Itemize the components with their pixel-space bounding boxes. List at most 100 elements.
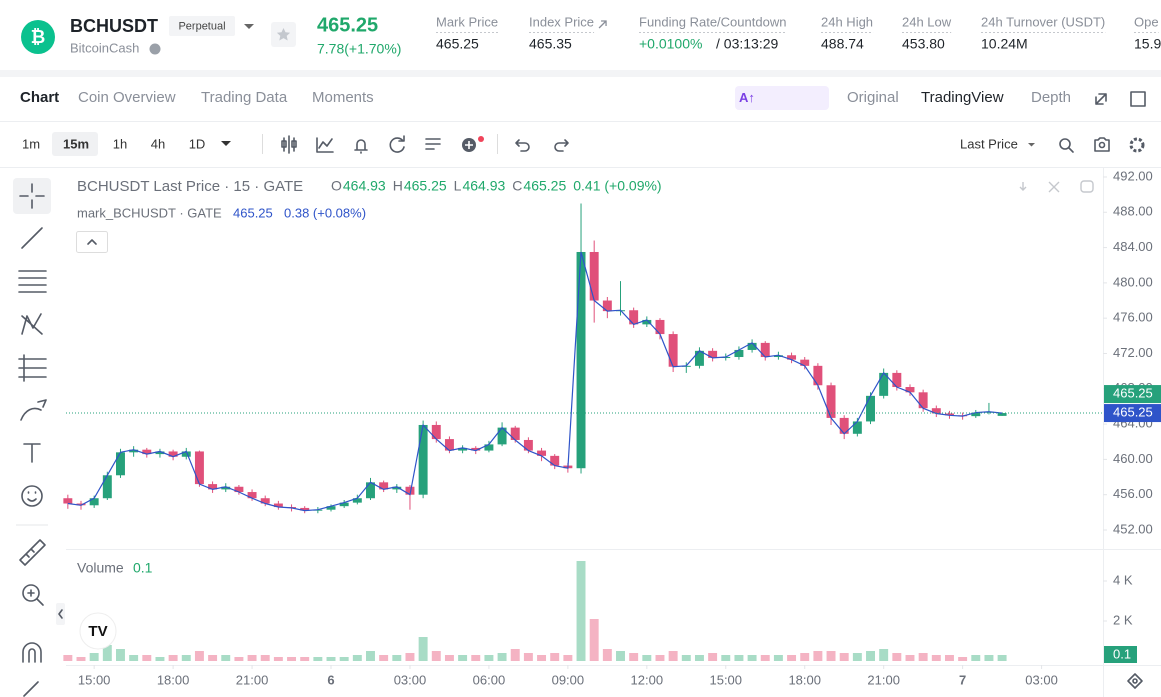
volume-bar <box>260 655 270 661</box>
x-tick-label: 09:00 <box>552 672 585 687</box>
x-tick-label: 15:00 <box>78 672 111 687</box>
candle-body <box>971 412 981 417</box>
legend-close-icon[interactable] <box>1048 181 1060 193</box>
time-settings-icon[interactable] <box>1127 673 1143 689</box>
interval[interactable]: 1D <box>189 136 206 151</box>
info-icon[interactable] <box>149 43 161 55</box>
view-tab[interactable]: Depth <box>1031 89 1071 106</box>
redo-icon[interactable] <box>554 139 569 152</box>
projection-tool[interactable] <box>18 354 47 382</box>
volume-bar <box>418 637 428 661</box>
candle-type-icon[interactable] <box>281 135 297 154</box>
interval-dropdown[interactable] <box>221 141 231 146</box>
pencil-tool[interactable] <box>23 681 39 697</box>
symbol[interactable]: BCHUSDT <box>70 16 158 36</box>
volume-bar <box>629 653 639 661</box>
volume-bar <box>405 653 415 661</box>
alert-icon[interactable] <box>354 139 368 154</box>
view-tab[interactable]: TradingView <box>921 89 1004 106</box>
volume-bar <box>313 657 323 661</box>
undo-icon[interactable] <box>515 139 530 152</box>
external-link-icon[interactable] <box>598 20 607 29</box>
brush-tool[interactable] <box>20 399 47 421</box>
chart-title: BCHUSDT Last Price · 15 · GATE <box>77 178 303 195</box>
notice-dot <box>478 136 484 142</box>
price-source-dropdown[interactable] <box>1028 143 1035 147</box>
collapse-toolbar[interactable] <box>56 603 65 625</box>
tv-logo[interactable] <box>79 612 117 650</box>
volume-bar <box>616 651 625 661</box>
fib-tool[interactable] <box>18 270 47 293</box>
crosshair-tool[interactable] <box>19 183 45 209</box>
interval[interactable]: 4h <box>151 136 165 151</box>
candle-body <box>247 492 257 499</box>
emoji-tool[interactable] <box>21 485 43 507</box>
volume-bar <box>155 657 165 661</box>
candle-body <box>523 439 533 451</box>
price-change: 7.78(+1.70%) <box>317 41 401 57</box>
trendline-tool[interactable] <box>21 227 43 249</box>
price-source[interactable]: Last Price <box>960 136 1018 151</box>
legend-down-icon[interactable] <box>1019 182 1027 191</box>
volume-bar <box>734 655 744 661</box>
mark-price-box <box>1104 404 1161 423</box>
magnet-tool[interactable] <box>22 642 42 663</box>
indicator-icon[interactable] <box>316 137 334 153</box>
ohlc-value: 464.93 <box>343 178 386 194</box>
volume-bar <box>958 657 968 661</box>
collapse-legend[interactable] <box>76 231 108 253</box>
y-tick-label: 476.00 <box>1113 310 1153 325</box>
candle-body <box>642 319 652 325</box>
star-icon <box>276 28 291 41</box>
volume-current: 0.1 <box>133 560 153 576</box>
strategy-icon: A↑ <box>739 90 755 105</box>
volume-bar <box>826 651 836 661</box>
candle-body <box>497 427 507 445</box>
layout-icon[interactable] <box>1130 91 1146 107</box>
interval[interactable]: 1h <box>113 136 127 151</box>
volume-bar <box>813 651 823 661</box>
replay-icon[interactable] <box>389 135 405 153</box>
text-tool[interactable] <box>23 443 41 463</box>
tab[interactable]: Moments <box>312 89 374 106</box>
candle-body <box>155 451 165 455</box>
x-tick-label: 7 <box>959 672 966 687</box>
camera-icon[interactable] <box>1094 137 1110 152</box>
interval[interactable]: 1m <box>22 136 40 151</box>
strategy-pill[interactable] <box>735 86 829 110</box>
candle-body <box>181 451 191 457</box>
stat-label: Index Price <box>529 14 594 29</box>
y-tick-label: 456.00 <box>1113 486 1153 501</box>
ruler-tool[interactable] <box>19 539 46 566</box>
candle-body <box>234 486 244 493</box>
candle-body <box>589 251 599 301</box>
view-tab[interactable]: Original <box>847 89 899 106</box>
emoji-face <box>27 491 37 502</box>
tab[interactable]: Trading Data <box>201 89 288 106</box>
volume-bar <box>681 655 691 661</box>
expand-icon[interactable] <box>1095 93 1107 105</box>
legend-more-icon[interactable] <box>1080 180 1094 193</box>
camera-lens <box>1098 141 1106 149</box>
pattern-tool[interactable] <box>21 313 43 335</box>
volume-bar <box>589 619 599 661</box>
volume-current-label: 0.1 <box>1113 646 1131 661</box>
y-tick-label: 460.00 <box>1113 451 1153 466</box>
search-icon[interactable] <box>1059 138 1071 150</box>
y-tick-label: 484.00 <box>1113 239 1153 254</box>
volume-bar <box>300 657 310 661</box>
template-icon[interactable] <box>425 138 441 150</box>
candle-body <box>129 449 139 453</box>
zoom-tool[interactable] <box>22 584 40 602</box>
x-tick-label: 03:00 <box>394 672 427 687</box>
tab[interactable]: Chart <box>20 89 59 106</box>
symbol-dropdown[interactable] <box>244 24 254 29</box>
interval[interactable]: 15m <box>63 136 89 151</box>
settings-icon[interactable] <box>1129 137 1145 153</box>
volume-bar <box>444 655 454 661</box>
volume-bar <box>168 655 178 661</box>
volume-bar <box>747 655 757 661</box>
stat-value: +0.0100% <box>639 36 702 52</box>
candle-body <box>931 408 941 414</box>
tab[interactable]: Coin Overview <box>78 89 176 106</box>
